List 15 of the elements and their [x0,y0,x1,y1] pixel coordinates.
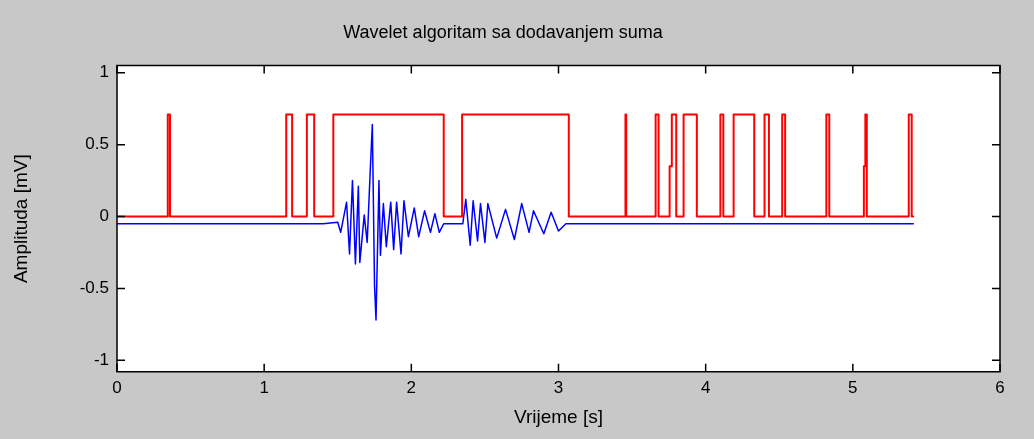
x-tick-label: 0 [112,377,122,397]
y-tick-label: -0.5 [79,278,109,298]
chart-title: Wavelet algoritam sa dodavanjem suma [343,21,664,42]
x-tick-label: 3 [553,377,564,397]
x-tick-label: 2 [406,377,417,397]
x-tick-label: 4 [700,377,711,397]
x-tick-label: 6 [995,377,1005,397]
x-axis-title: Vrijeme [s] [513,405,604,427]
x-tick-label: 1 [259,377,269,397]
x-tick-label: 5 [848,377,858,397]
y-axis-title: Amplituda [mV] [9,154,31,284]
y-tick-label: 0 [99,206,109,226]
y-tick-label: 1 [99,62,109,82]
y-tick-label: 0.5 [85,134,109,154]
y-tick-label: -1 [93,349,109,369]
